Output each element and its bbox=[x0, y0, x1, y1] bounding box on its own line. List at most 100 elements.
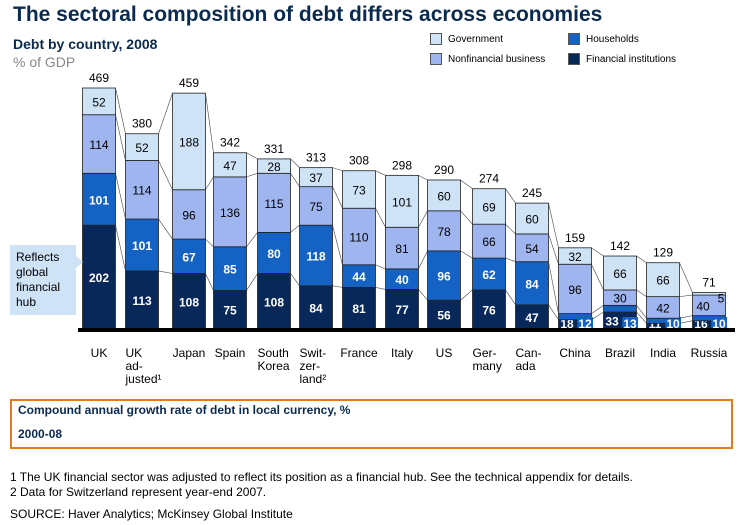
segment-label: 101 bbox=[132, 239, 152, 253]
bar-segment bbox=[82, 114, 116, 174]
connector-line bbox=[505, 289, 516, 306]
segment-label: 12 bbox=[578, 317, 592, 331]
category-label: Spain bbox=[215, 346, 246, 360]
connector-line bbox=[679, 262, 693, 293]
annotation-text: Reflects bbox=[16, 250, 59, 264]
connector-line bbox=[591, 247, 604, 257]
category-label: Ger- bbox=[473, 346, 497, 360]
segment-label: 42 bbox=[656, 301, 670, 315]
connector-line bbox=[246, 232, 258, 247]
segment-label: 52 bbox=[92, 95, 106, 109]
segment-label: 54 bbox=[525, 242, 539, 256]
segment-label: 188 bbox=[179, 135, 199, 149]
segment-label: 81 bbox=[395, 242, 409, 256]
category-label: ad- bbox=[126, 359, 143, 373]
connector-line bbox=[158, 218, 173, 240]
bar-segment bbox=[342, 170, 376, 209]
segment-label: 18 bbox=[560, 317, 574, 331]
segment-label: 96 bbox=[568, 283, 582, 297]
bar-segment bbox=[603, 255, 637, 291]
connector-line bbox=[290, 158, 300, 168]
segment-label: 30 bbox=[613, 292, 627, 306]
segment-label: 47 bbox=[525, 311, 539, 325]
segment-label: 101 bbox=[392, 195, 412, 209]
bar-segment bbox=[472, 188, 506, 225]
bar-segment bbox=[125, 270, 159, 330]
category-label: UK bbox=[126, 346, 143, 360]
segment-label: 115 bbox=[264, 197, 283, 211]
category-label: France bbox=[340, 346, 378, 360]
bar-segment bbox=[82, 224, 116, 330]
connector-line bbox=[460, 250, 473, 259]
segment-label: 118 bbox=[306, 250, 326, 264]
connector-line bbox=[636, 305, 647, 319]
category-label: ada bbox=[516, 359, 536, 373]
bar-segment bbox=[515, 202, 549, 235]
connector-line bbox=[636, 255, 647, 263]
bar-segment bbox=[299, 285, 333, 330]
connector-line bbox=[418, 250, 428, 270]
category-label: Can- bbox=[516, 346, 542, 360]
segment-label-bg bbox=[622, 317, 638, 331]
footnote-2: 2 Data for Switzerland represent year-en… bbox=[10, 485, 267, 499]
footnote-1: 1 The UK financial sector was adjusted t… bbox=[10, 470, 633, 484]
segment-label: 76 bbox=[482, 303, 496, 317]
connector-line bbox=[246, 273, 258, 291]
bar-segment bbox=[172, 189, 206, 240]
legend-nonfinancial: Nonfinancial business bbox=[430, 53, 545, 65]
bar-segment bbox=[427, 210, 461, 252]
segment-label: 10 bbox=[712, 317, 726, 331]
category-label: US bbox=[436, 346, 453, 360]
segment-label: 67 bbox=[182, 250, 196, 264]
segment-label: 60 bbox=[525, 213, 539, 227]
annotation-text: financial bbox=[16, 280, 60, 294]
total-label: 298 bbox=[392, 158, 412, 172]
total-label: 71 bbox=[702, 276, 716, 290]
connector-line bbox=[375, 208, 386, 228]
segment-label: 60 bbox=[437, 189, 451, 203]
segment-label-bg bbox=[577, 317, 593, 331]
total-label: 290 bbox=[434, 163, 454, 177]
connector-line bbox=[591, 311, 604, 321]
bar-segment bbox=[125, 218, 159, 272]
segment-label: 96 bbox=[437, 270, 451, 284]
segment-label: 40 bbox=[395, 273, 409, 287]
segment-label: 62 bbox=[482, 268, 496, 282]
connector-line bbox=[158, 160, 173, 190]
segment-label: 44 bbox=[352, 270, 366, 284]
category-label: China bbox=[559, 346, 591, 360]
segment-label: 78 bbox=[437, 225, 451, 239]
category-label: justed¹ bbox=[125, 372, 162, 386]
connector-line bbox=[460, 210, 473, 225]
segment-label: 69 bbox=[482, 200, 496, 214]
category-label: South bbox=[258, 346, 289, 360]
connector-line bbox=[460, 179, 473, 189]
segment-label: 110 bbox=[349, 231, 368, 245]
segment-label: 113 bbox=[132, 294, 152, 308]
bar-segment bbox=[257, 158, 291, 174]
segment-label: 66 bbox=[656, 274, 670, 288]
segment-label: 5 bbox=[718, 292, 725, 306]
bar-segment bbox=[172, 92, 206, 191]
total-label: 459 bbox=[179, 76, 199, 90]
bar-segment bbox=[213, 176, 247, 248]
legend-label: Households bbox=[586, 33, 639, 45]
connector-line bbox=[115, 114, 126, 161]
bar-segment bbox=[125, 160, 159, 220]
connector-line bbox=[418, 210, 428, 228]
connector-line bbox=[332, 167, 343, 172]
connector-line bbox=[290, 224, 300, 233]
segment-label-bg bbox=[711, 317, 727, 331]
connector-line bbox=[205, 273, 214, 291]
total-label: 469 bbox=[89, 71, 109, 85]
connector-line bbox=[375, 170, 386, 176]
connector-line bbox=[332, 186, 343, 209]
annotation-box bbox=[10, 245, 76, 315]
connector-line bbox=[679, 294, 693, 297]
connector-line bbox=[548, 261, 559, 314]
bar-segment bbox=[603, 304, 637, 313]
segment-label: 28 bbox=[267, 160, 281, 174]
bar-segment bbox=[299, 167, 333, 188]
category-label: many bbox=[473, 359, 502, 373]
bar-segment bbox=[385, 174, 419, 228]
